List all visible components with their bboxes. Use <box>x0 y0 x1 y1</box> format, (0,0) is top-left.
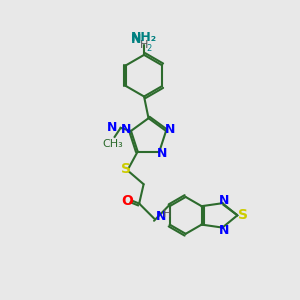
Text: N: N <box>121 123 132 136</box>
Text: H: H <box>140 40 148 50</box>
Text: S: S <box>122 162 131 176</box>
Text: N: N <box>219 224 229 237</box>
Text: CH₃: CH₃ <box>103 139 124 149</box>
Text: H: H <box>163 209 172 219</box>
Text: O: O <box>121 194 133 208</box>
Text: NH₂: NH₂ <box>131 32 157 44</box>
Text: N: N <box>219 194 229 207</box>
Text: N: N <box>130 33 141 46</box>
Text: N: N <box>157 147 167 161</box>
Text: N: N <box>155 210 166 224</box>
Text: S: S <box>238 208 248 222</box>
Text: 2: 2 <box>147 44 152 52</box>
Text: N: N <box>107 122 118 134</box>
Text: N: N <box>165 123 176 136</box>
